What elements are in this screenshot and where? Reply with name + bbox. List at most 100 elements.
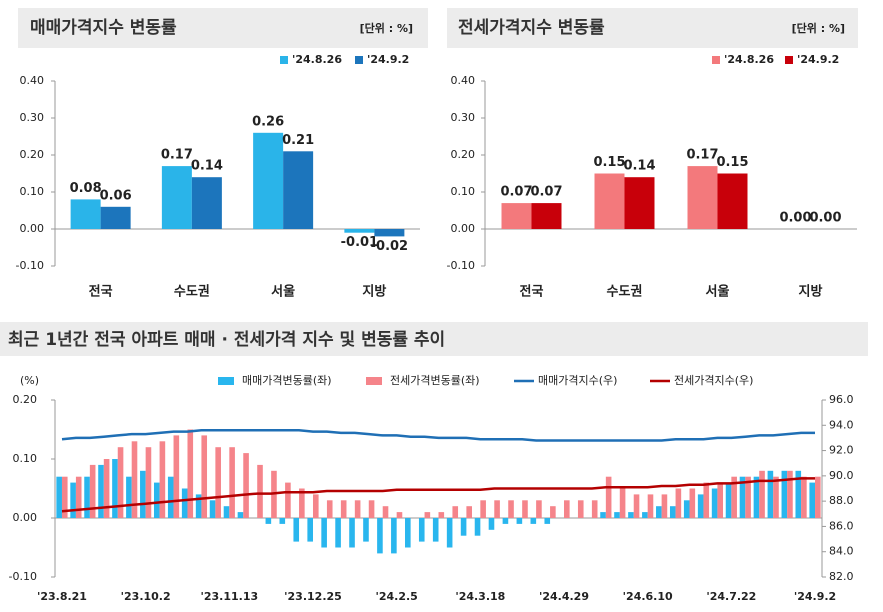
x-tick-label: '24.9.2 [794, 590, 836, 603]
legend-swatch [712, 56, 720, 64]
bar [98, 464, 104, 518]
bar [683, 500, 690, 518]
bar [550, 506, 556, 518]
y-tick-label: 0.30 [20, 111, 45, 124]
x-tick-label: '24.3.18 [455, 590, 505, 603]
y-tick-label: 0.20 [20, 148, 45, 161]
bar [293, 518, 300, 542]
bar [488, 518, 495, 530]
bar [452, 506, 459, 518]
bar [642, 512, 648, 518]
y-tick-label: 0.10 [13, 452, 38, 465]
legend-label: 매매가격지수(우) [538, 374, 617, 387]
bar [112, 459, 118, 518]
bar [382, 506, 389, 518]
bar [326, 500, 333, 518]
bar [70, 199, 101, 229]
value-label: 0.06 [100, 188, 132, 203]
value-label: -0.01 [341, 235, 378, 250]
bar [368, 500, 375, 518]
y2-tick-label: 94.0 [829, 418, 854, 431]
legend-swatch [366, 377, 382, 385]
bar [103, 459, 110, 518]
bar [432, 518, 439, 542]
bar [725, 482, 732, 518]
x-tick-label: '24.4.29 [539, 590, 589, 603]
value-label: 0.17 [161, 148, 193, 163]
bar [731, 476, 737, 518]
x-tick-label: 전국 [520, 284, 544, 300]
bar [84, 476, 90, 518]
bar [131, 441, 138, 518]
bar [181, 488, 188, 518]
bar [405, 518, 411, 548]
bar [340, 500, 347, 518]
legend-label: 전세가격지수(우) [674, 374, 753, 387]
bar [753, 476, 760, 518]
legend-label: '24.8.26 [724, 53, 774, 66]
value-label: 0.00 [779, 211, 811, 226]
bar [759, 470, 765, 518]
bar [117, 447, 124, 518]
bar [717, 482, 724, 518]
bar [145, 447, 152, 518]
x-tick-label: '24.2.5 [375, 590, 417, 603]
value-label: 0.00 [809, 211, 841, 226]
x-tick-label: '23.12.25 [284, 590, 342, 603]
title-box [18, 8, 428, 48]
value-label: 0.08 [70, 181, 102, 196]
bar [321, 518, 327, 548]
bar [689, 488, 696, 518]
value-label: 0.15 [593, 155, 625, 170]
y2-tick-label: 88.0 [829, 494, 854, 507]
bar [717, 173, 748, 229]
bar [349, 518, 355, 548]
legend-label: 전세가격변동률(좌) [390, 374, 480, 387]
value-label: 0.26 [252, 114, 284, 129]
value-label: 0.17 [686, 148, 718, 163]
bar [494, 500, 500, 518]
bar [363, 518, 369, 542]
line-series [61, 477, 815, 513]
y-tick-label: 0.40 [451, 74, 476, 87]
bar [516, 518, 523, 524]
y-axis-label: (%) [20, 374, 39, 387]
value-label: 0.07 [500, 185, 532, 200]
bar [285, 482, 291, 518]
bar [697, 494, 704, 518]
bar [466, 506, 472, 518]
bar [544, 518, 551, 524]
legend-swatch [355, 56, 363, 64]
bar [153, 482, 160, 518]
y2-tick-label: 90.0 [829, 469, 854, 482]
bar [669, 506, 676, 518]
bar [809, 482, 816, 518]
bar [614, 512, 620, 518]
bar [633, 494, 640, 518]
bar [89, 464, 96, 518]
legend-swatch [785, 56, 793, 64]
y-tick-label: 0.00 [451, 222, 476, 235]
bar [460, 518, 467, 536]
y-tick-label: -0.10 [447, 259, 475, 272]
legend-label: '24.8.26 [292, 53, 342, 66]
x-tick-label: '24.7.22 [706, 590, 756, 603]
bar [191, 177, 222, 229]
legend-label: '24.9.2 [797, 53, 839, 66]
y-tick-label: 0.20 [451, 148, 476, 161]
title-box [447, 8, 858, 48]
bar [745, 476, 751, 518]
unit-label: [단위 : %] [360, 21, 413, 35]
bar [480, 500, 486, 518]
bar [374, 229, 405, 237]
bar [424, 512, 431, 518]
y2-tick-label: 82.0 [829, 570, 854, 583]
y-tick-label: 0.10 [20, 185, 45, 198]
unit-label: [단위 : %] [792, 21, 845, 35]
bar [703, 482, 710, 518]
bar [173, 435, 180, 518]
bar [446, 518, 453, 548]
legend-label: '24.9.2 [367, 53, 409, 66]
bar [209, 500, 216, 518]
